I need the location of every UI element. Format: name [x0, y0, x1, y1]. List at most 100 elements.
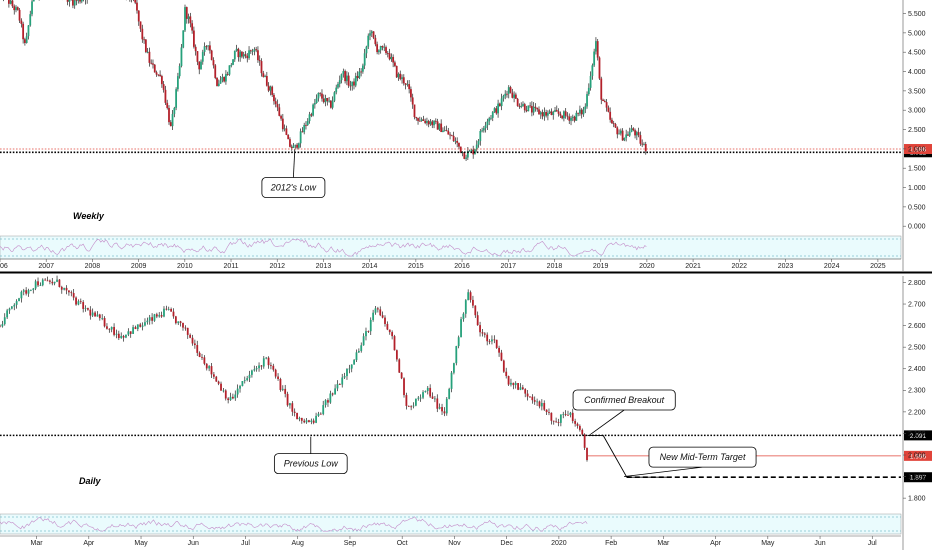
candle-body: [134, 327, 137, 329]
candle-body: [500, 352, 503, 361]
candle-body: [488, 118, 491, 122]
candle-body: [312, 104, 314, 116]
candle-body: [351, 81, 354, 86]
candle-body: [333, 92, 336, 101]
daily-price-axis[interactable]: 2.800 2.700 2.600 2.500 2.400 2.300 2.200 2.100…: [902, 276, 926, 550]
candle-body: [212, 59, 215, 66]
candle-body: [235, 48, 238, 51]
candle-body: [255, 368, 258, 370]
candle-body: [296, 412, 298, 420]
candle-body: [278, 107, 281, 116]
candle-body: [25, 290, 28, 294]
weekly-price-pane[interactable]: 1.9121.996 2012's Low: [0, 0, 932, 198]
candle-body: [514, 94, 517, 99]
candle-body: [101, 318, 104, 319]
candle-body: [579, 109, 581, 114]
candle-body: [232, 396, 234, 399]
candle-body: [205, 363, 208, 369]
candle-body: [538, 109, 540, 115]
candle-body: [417, 118, 419, 121]
time-tick-label: 2017: [500, 263, 516, 270]
candle-body: [596, 41, 599, 58]
candle-body: [436, 398, 439, 409]
price-tick-label: 2.400: [908, 366, 926, 373]
candle-body: [595, 41, 597, 52]
candle-body: [388, 53, 391, 60]
candle-body: [180, 47, 183, 66]
candle-body: [225, 74, 227, 82]
candle-body: [490, 117, 492, 119]
candle-body: [603, 101, 606, 103]
candle-body: [488, 341, 491, 343]
projection-path[interactable]: [587, 435, 669, 478]
candle-body: [338, 384, 341, 385]
candle-body: [443, 411, 446, 414]
candle-body: [583, 434, 586, 448]
candle-body: [241, 51, 243, 57]
candle-body: [319, 92, 322, 94]
candle-body: [248, 374, 251, 379]
candle-body: [609, 111, 612, 120]
candle-body: [324, 400, 327, 406]
annotation-callout[interactable]: New Mid-Term Target: [624, 446, 757, 477]
candle-body: [217, 83, 220, 87]
candle-body: [317, 92, 320, 99]
candle-body: [201, 51, 204, 62]
candle-body: [507, 376, 510, 385]
time-tick-label: 2016: [454, 263, 470, 270]
candle-body: [274, 101, 277, 105]
candle-body: [257, 50, 259, 61]
candle-body: [495, 108, 498, 114]
candle-body: [562, 414, 565, 415]
candle-body: [290, 146, 293, 149]
candle-body: [201, 356, 203, 358]
candle-body: [132, 327, 134, 334]
candle-body: [166, 102, 169, 108]
candle-body: [418, 120, 421, 122]
weekly-price-axis[interactable]: 5.500 5.000 4.500 4.000 3.500 3.000 2.500 2.000…: [902, 0, 926, 271]
candle-body: [472, 299, 474, 306]
weekly-oscillator-pane[interactable]: [0, 235, 902, 260]
candle-body: [175, 89, 178, 108]
candle-body: [362, 336, 365, 346]
candle-body: [426, 121, 428, 123]
candle-body: [355, 352, 358, 361]
candle-body: [343, 376, 346, 378]
daily-price-pane[interactable]: 2.091 1.996 1.897 Confirmed Breakout Previo…: [0, 275, 932, 483]
candle-body: [541, 112, 544, 117]
candle-body: [344, 71, 347, 82]
candle-body: [353, 81, 355, 86]
candle-body: [269, 86, 272, 91]
annotation-callout[interactable]: Confirmed Breakout: [572, 389, 676, 435]
time-tick-label: 2025: [870, 263, 886, 270]
candle-body: [153, 64, 156, 73]
candle-body: [468, 150, 471, 152]
candle-body: [386, 53, 389, 54]
time-tick-label: Sep: [344, 540, 357, 547]
candle-body: [258, 365, 260, 369]
candle-body: [555, 110, 558, 112]
candle-body: [207, 45, 210, 47]
candle-body: [500, 98, 503, 107]
candle-body: [469, 292, 472, 300]
candle-body: [34, 281, 37, 289]
time-tick-label: Jun: [814, 540, 825, 547]
daily-oscillator-pane[interactable]: [0, 513, 902, 535]
annotation-callout[interactable]: 2012's Low: [261, 149, 326, 198]
candle-body: [419, 397, 422, 399]
candle-body: [481, 130, 483, 132]
candle-body: [299, 131, 302, 144]
candle-body: [462, 313, 465, 320]
price-tick-label: 2.100: [908, 431, 926, 438]
annotation-callout[interactable]: Previous Low: [273, 436, 348, 475]
daily-time-axis[interactable]: Mar Apr May Jun Jul Aug Sep Oct Nov Dec 2020 Feb Mar…: [0, 535, 901, 547]
candle-body: [463, 152, 466, 159]
time-tick-label: Jul: [241, 540, 250, 547]
candle-body: [189, 16, 192, 24]
candle-body: [335, 87, 338, 93]
candle-body: [346, 369, 348, 377]
candle-body: [60, 286, 63, 290]
candle-body: [277, 376, 279, 379]
candle-body: [167, 308, 170, 310]
weekly-time-axis[interactable]: 2006 2007 2008 2009 2010 2011 2012 2013 2014 2015…: [0, 258, 901, 270]
